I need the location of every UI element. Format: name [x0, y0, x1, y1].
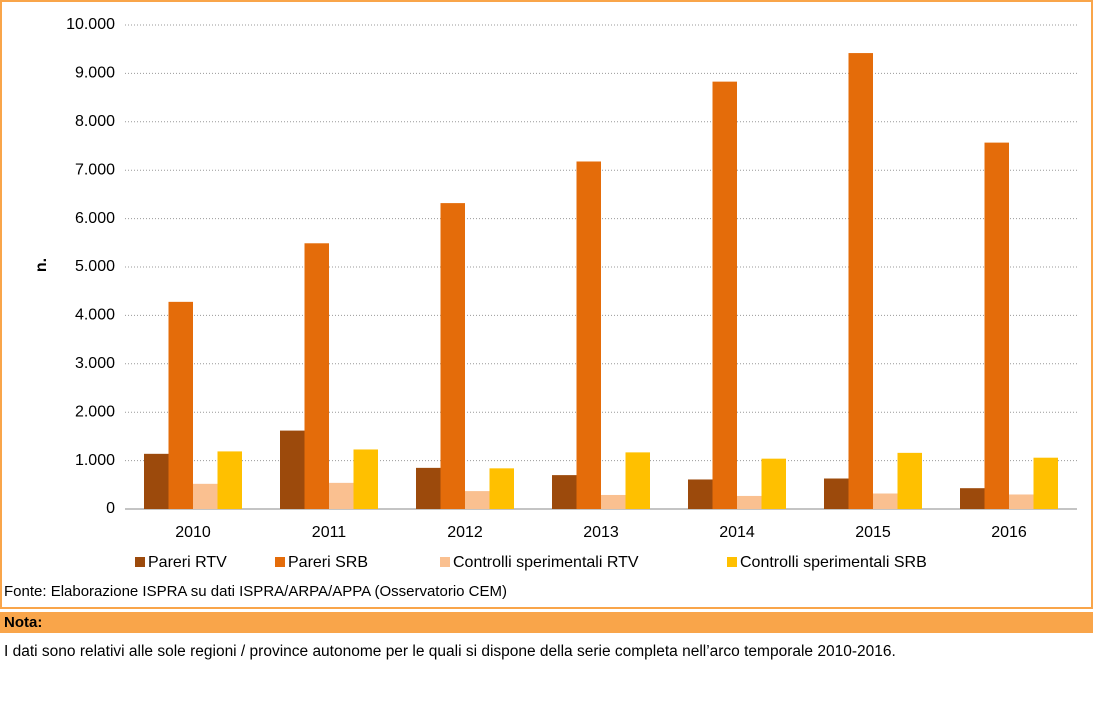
- x-tick-label: 2015: [855, 524, 891, 541]
- y-tick-label: 6.000: [75, 210, 115, 227]
- y-tick-label: 7.000: [75, 161, 115, 178]
- bar: [329, 482, 354, 509]
- bar: [873, 493, 898, 509]
- y-tick-label: 3.000: [75, 355, 115, 372]
- bar: [304, 243, 329, 509]
- bar: [168, 301, 193, 509]
- bar: [601, 494, 626, 509]
- legend-label: Pareri RTV: [148, 554, 227, 571]
- legend-swatch: [440, 557, 450, 567]
- y-axis-label: n.: [33, 258, 50, 272]
- legend-label: Controlli sperimentali RTV: [453, 554, 639, 571]
- note-title: Nota:: [0, 612, 1093, 633]
- bar: [1009, 494, 1034, 509]
- x-tick-label: 2013: [583, 524, 619, 541]
- bar: [353, 449, 378, 509]
- bar: [576, 161, 601, 509]
- bar: [1033, 457, 1058, 509]
- x-tick-label: 2010: [175, 524, 211, 541]
- legend-label: Controlli sperimentali SRB: [740, 554, 927, 571]
- bar: [984, 142, 1009, 509]
- bar: [848, 53, 873, 510]
- bar: [552, 475, 577, 509]
- bar: [960, 488, 985, 509]
- bar: [824, 478, 849, 509]
- legend-label: Pareri SRB: [288, 554, 368, 571]
- y-tick-label: 8.000: [75, 113, 115, 130]
- bar: [144, 453, 169, 509]
- y-tick-label: 5.000: [75, 258, 115, 275]
- chart: n. 0 1.000 2.000 3.000 4.000 5.000 6.000 7.000 8…: [0, 0, 1093, 609]
- legend-swatch: [275, 557, 285, 567]
- bar: [897, 452, 922, 509]
- bar: [625, 452, 650, 509]
- note-text: I dati sono relativi alle sole regioni /…: [4, 643, 896, 660]
- legend-swatch: [135, 557, 145, 567]
- y-tick-label: 4.000: [75, 307, 115, 324]
- bar: [217, 451, 242, 509]
- bar: [761, 458, 786, 509]
- x-tick-label: 2011: [312, 524, 347, 541]
- bar: [465, 491, 490, 509]
- x-tick-label: 2014: [719, 524, 755, 541]
- bar: [440, 203, 465, 509]
- y-tick-label: 10.000: [66, 16, 115, 33]
- bar: [280, 430, 305, 509]
- bar: [688, 479, 713, 509]
- x-tick-label: 2012: [447, 524, 483, 541]
- bar: [737, 495, 762, 509]
- x-tick-label: 2016: [991, 524, 1027, 541]
- legend-swatch: [727, 557, 737, 567]
- y-tick-label: 9.000: [75, 65, 115, 82]
- source: Fonte: Elaborazione ISPRA su dati ISPRA/…: [4, 583, 507, 600]
- bar: [193, 483, 218, 509]
- y-tick-label: 2.000: [75, 403, 115, 420]
- chart-frame: [0, 0, 1093, 609]
- bar: [712, 81, 737, 510]
- bar: [416, 467, 441, 509]
- y-tick-label: 1.000: [75, 452, 115, 469]
- bar: [489, 468, 514, 509]
- y-tick-label: 0: [106, 500, 115, 517]
